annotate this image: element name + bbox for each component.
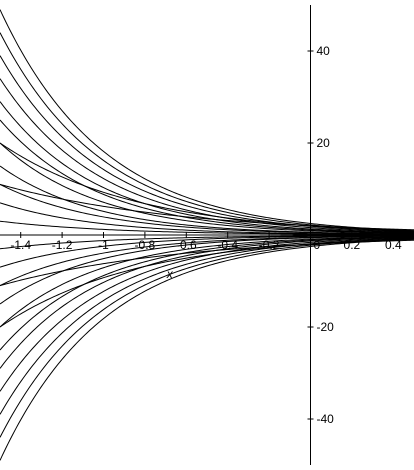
solution-curve-16 <box>0 235 414 328</box>
axes: -1.4 -1.2 -1 -0.8 -0.6 -0.4 -0.2 0 0.2 0.4 40 20 -2… <box>0 5 414 465</box>
solution-curve-9 <box>0 183 414 235</box>
solution-curve-26 <box>0 238 414 328</box>
y-tick-label: 20 <box>317 136 331 150</box>
x-tick-label: 0.4 <box>385 238 402 252</box>
solution-curve-4 <box>0 78 414 233</box>
x-tick-label: -0.8 <box>135 238 156 252</box>
solution-curve-20 <box>0 237 414 415</box>
x-tick-label: -1.2 <box>52 238 73 252</box>
solution-curve-7 <box>0 142 414 235</box>
x-tick-label: -0.6 <box>176 238 197 252</box>
solution-curve-1 <box>0 9 414 232</box>
solution-curve-15 <box>0 235 414 305</box>
y-tick-label: -40 <box>317 412 335 426</box>
solution-curve-5 <box>0 101 414 234</box>
solution-curve-6 <box>0 119 414 234</box>
solution-curve-13 <box>0 234 414 268</box>
y-ticks: 40 20 -20 -40 <box>307 44 335 426</box>
solution-curve-2 <box>0 32 414 232</box>
x-tick-label: -1 <box>98 238 109 252</box>
solution-curve-19 <box>0 237 414 392</box>
y-tick-label: 40 <box>317 44 331 58</box>
x-axis-title: x <box>166 267 174 281</box>
x-tick-label: -0.4 <box>217 238 238 252</box>
x-tick-label: -0.2 <box>259 238 280 252</box>
x-tick-label: -1.4 <box>10 238 31 252</box>
solution-curve-21 <box>0 238 414 438</box>
x-tick-label: 0.2 <box>344 238 361 252</box>
solution-curve-18 <box>0 236 414 369</box>
solution-curve-17 <box>0 236 414 351</box>
solution-curve-24 <box>0 142 414 232</box>
solution-curve-3 <box>0 55 414 233</box>
solution-curves <box>0 9 414 461</box>
solution-curve-11 <box>0 220 414 236</box>
x-tick-label: 0 <box>314 238 321 252</box>
solution-curve-22 <box>0 238 414 461</box>
y-tick-label: -20 <box>317 320 335 334</box>
x-ticks: -1.4 -1.2 -1 -0.8 -0.6 -0.4 -0.2 0 0.2 0.4 <box>10 232 402 252</box>
